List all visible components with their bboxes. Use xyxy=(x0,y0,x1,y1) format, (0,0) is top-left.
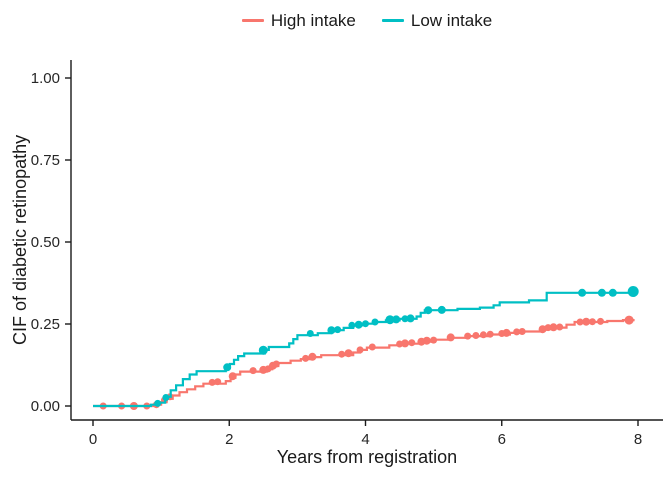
low-intake-series xyxy=(93,286,639,408)
low-intake-point xyxy=(627,286,639,297)
high-intake-point xyxy=(272,360,280,368)
high-intake-point xyxy=(538,325,547,334)
low-intake-point xyxy=(334,326,342,334)
x-axis-ticks: 0 2 4 6 8 xyxy=(89,420,642,448)
high-intake-curve xyxy=(93,319,635,408)
low-intake-point xyxy=(327,326,336,335)
high-intake-point xyxy=(401,339,409,348)
y-tick-label: 0.75 xyxy=(31,152,60,169)
legend: High intake Low intake xyxy=(71,12,663,29)
high-intake-point xyxy=(472,332,480,339)
high-intake-point xyxy=(430,336,438,344)
y-axis-ticks: 0.00 0.25 0.50 0.75 1.00 xyxy=(31,70,71,415)
high-intake-point xyxy=(408,339,416,347)
low-intake-point xyxy=(258,345,268,355)
low-intake-point xyxy=(406,314,415,323)
y-tick-label: 0.00 xyxy=(31,398,60,415)
high-intake-point xyxy=(518,328,526,335)
low-intake-point xyxy=(154,399,162,407)
x-axis-title: Years from registration xyxy=(276,447,458,467)
high-intake-point xyxy=(556,323,564,331)
high-intake-point xyxy=(446,333,455,342)
low-intake-point xyxy=(608,288,617,297)
high-intake-point xyxy=(576,318,584,326)
low-intake-point xyxy=(578,288,587,297)
low-intake-point xyxy=(385,315,395,325)
high-intake-point xyxy=(464,332,472,340)
x-tick-label: 2 xyxy=(225,431,233,448)
x-tick-label: 0 xyxy=(89,431,97,448)
high-intake-point xyxy=(368,343,376,351)
high-intake-point xyxy=(549,323,558,332)
high-intake-point xyxy=(624,315,634,325)
high-intake-point xyxy=(214,378,222,386)
low-intake-line-swatch xyxy=(381,19,404,22)
low-intake-point xyxy=(348,321,356,329)
legend-item-low-intake: Low intake xyxy=(381,11,493,30)
x-tick-label: 4 xyxy=(361,431,369,448)
low-intake-point xyxy=(371,318,379,326)
high-intake-point xyxy=(597,317,604,325)
x-tick-label: 8 xyxy=(634,431,642,448)
high-intake-point xyxy=(479,331,487,339)
y-tick-label: 0.50 xyxy=(31,234,60,251)
low-intake-curve xyxy=(93,290,638,408)
low-intake-point xyxy=(437,305,446,314)
high-intake-point xyxy=(338,350,346,358)
high-intake-point xyxy=(422,336,431,345)
low-intake-point xyxy=(223,363,232,372)
high-intake-point xyxy=(582,317,591,326)
low-intake-point xyxy=(424,306,433,315)
high-intake-point xyxy=(502,328,511,337)
high-intake-point xyxy=(513,328,521,336)
high-intake-point xyxy=(588,318,596,326)
low-intake-point xyxy=(354,320,363,329)
legend-label-high-intake: High intake xyxy=(270,11,356,30)
high-intake-line-swatch xyxy=(241,19,264,22)
high-intake-point xyxy=(302,354,310,362)
high-intake-point xyxy=(356,346,364,354)
low-intake-point xyxy=(362,320,369,328)
low-intake-point xyxy=(162,394,170,401)
y-tick-label: 0.25 xyxy=(31,316,60,333)
low-intake-point xyxy=(597,288,606,297)
high-intake-point xyxy=(344,349,353,358)
high-intake-point xyxy=(249,367,257,375)
high-intake-point xyxy=(208,378,216,386)
low-intake-point xyxy=(392,315,401,324)
y-tick-label: 1.00 xyxy=(31,70,60,87)
high-intake-series xyxy=(93,315,635,410)
high-intake-point xyxy=(486,330,494,338)
high-intake-point xyxy=(228,372,237,381)
legend-label-low-intake: Low intake xyxy=(410,11,493,30)
x-tick-label: 6 xyxy=(498,431,506,448)
high-intake-point xyxy=(308,352,317,361)
low-intake-point xyxy=(306,330,314,337)
legend-item-high-intake: High intake xyxy=(241,11,356,30)
